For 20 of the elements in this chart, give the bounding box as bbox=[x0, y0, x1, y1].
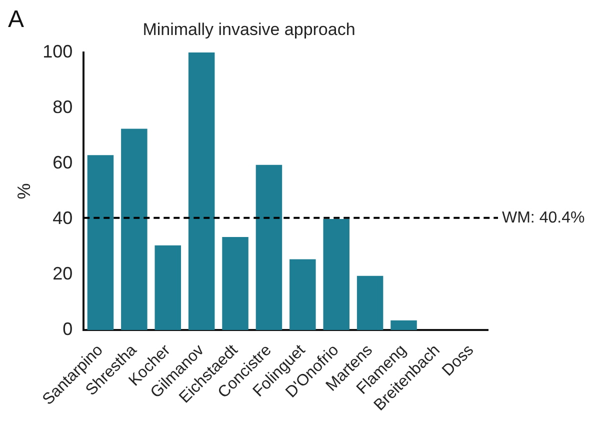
y-tick-label: 0 bbox=[62, 319, 73, 340]
bar bbox=[290, 259, 316, 330]
bar bbox=[121, 128, 148, 330]
bar bbox=[188, 52, 215, 330]
bar bbox=[356, 276, 384, 330]
y-tick-label: 100 bbox=[42, 41, 73, 62]
bar bbox=[390, 320, 417, 330]
y-tick-label: 60 bbox=[52, 152, 73, 172]
text: A bbox=[8, 6, 24, 34]
bar bbox=[87, 155, 114, 330]
bar bbox=[256, 164, 282, 330]
bar bbox=[323, 218, 350, 330]
bar bbox=[222, 237, 248, 330]
y-tick-label: 80 bbox=[52, 96, 73, 117]
bar bbox=[154, 245, 181, 330]
y-tick-label: 20 bbox=[52, 263, 73, 284]
y-axis-title: % bbox=[14, 183, 34, 200]
chart-title: Minimally invasive approach bbox=[142, 20, 356, 39]
y-tick-label: 40 bbox=[52, 208, 73, 228]
ref-line-label: WM: 40.4% bbox=[502, 209, 585, 226]
